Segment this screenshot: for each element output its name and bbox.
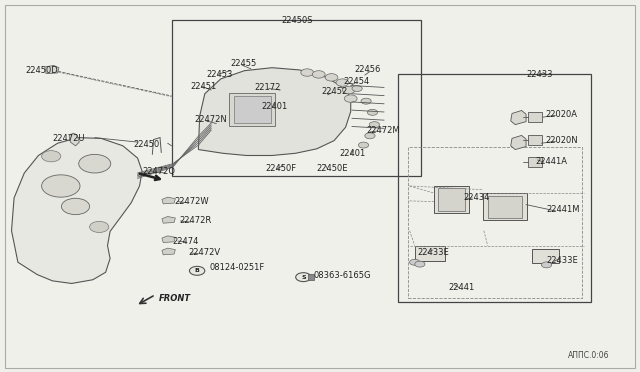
Circle shape [42, 175, 80, 197]
Bar [434, 186, 469, 213]
Bar [172, 20, 421, 176]
Text: 22434: 22434 [463, 193, 490, 202]
Text: 22433E: 22433E [417, 248, 449, 257]
Text: 22456: 22456 [354, 65, 380, 74]
Circle shape [344, 95, 357, 102]
Circle shape [325, 74, 338, 81]
Text: 22472N: 22472N [195, 115, 227, 124]
Bar [483, 193, 527, 220]
Polygon shape [162, 248, 175, 255]
Text: 22433: 22433 [526, 70, 552, 79]
Circle shape [90, 221, 109, 232]
Circle shape [42, 151, 61, 162]
Text: 22472M: 22472M [366, 126, 400, 135]
Circle shape [301, 69, 314, 76]
Circle shape [358, 142, 369, 148]
Text: 22472R: 22472R [179, 217, 211, 225]
Text: 22450F: 22450F [265, 164, 296, 173]
Text: 22472Q: 22472Q [142, 167, 175, 176]
Polygon shape [162, 217, 175, 223]
Text: 22433E: 22433E [547, 256, 579, 265]
Circle shape [61, 198, 90, 215]
Text: 22453: 22453 [206, 70, 232, 79]
Text: 22472W: 22472W [174, 197, 209, 206]
Text: 22472U: 22472U [52, 134, 85, 143]
Text: AΠΠC.0:06: AΠΠC.0:06 [568, 351, 609, 360]
Circle shape [410, 259, 420, 265]
Text: 22451: 22451 [190, 82, 216, 91]
Circle shape [369, 122, 380, 128]
Text: 22401: 22401 [339, 149, 365, 158]
Polygon shape [69, 133, 79, 146]
Text: 22441A: 22441A [535, 157, 567, 166]
Bar [398, 74, 591, 302]
Bar [528, 157, 542, 167]
Bar [528, 135, 542, 145]
Text: 22450: 22450 [133, 140, 159, 149]
Text: S: S [301, 275, 306, 280]
Polygon shape [511, 110, 526, 125]
Circle shape [361, 98, 371, 104]
Text: 22172: 22172 [255, 83, 281, 92]
Circle shape [342, 86, 355, 94]
Circle shape [415, 261, 425, 267]
Text: 08363-6165G: 08363-6165G [314, 271, 371, 280]
Bar [234, 96, 271, 123]
Circle shape [189, 266, 205, 275]
Text: 22450E: 22450E [316, 164, 348, 173]
Text: 22474: 22474 [173, 237, 199, 246]
Text: FRONT: FRONT [159, 294, 191, 303]
Text: 22401: 22401 [261, 102, 287, 111]
Bar [415, 246, 445, 261]
Bar [488, 196, 522, 218]
Circle shape [79, 154, 111, 173]
Bar [308, 274, 314, 280]
Text: 22441: 22441 [448, 283, 474, 292]
Text: 22020N: 22020N [545, 136, 578, 145]
Polygon shape [162, 197, 175, 204]
Text: 22450D: 22450D [26, 66, 58, 75]
Polygon shape [45, 65, 59, 74]
Circle shape [365, 133, 375, 139]
Bar [229, 93, 275, 126]
Bar [438, 188, 465, 211]
Text: B: B [195, 268, 200, 273]
Circle shape [367, 109, 378, 115]
Circle shape [352, 86, 362, 92]
Polygon shape [511, 135, 526, 150]
Circle shape [296, 273, 311, 282]
Polygon shape [162, 236, 175, 243]
Circle shape [312, 71, 325, 78]
Text: 22472V: 22472V [189, 248, 221, 257]
Text: 22450S: 22450S [282, 16, 313, 25]
Polygon shape [198, 68, 351, 155]
Text: 22020A: 22020A [545, 110, 577, 119]
Circle shape [541, 262, 552, 268]
Bar [528, 112, 542, 122]
Text: 22454: 22454 [343, 77, 369, 86]
Polygon shape [12, 138, 142, 283]
Circle shape [336, 79, 349, 86]
Text: 22441M: 22441M [547, 205, 580, 214]
Text: 22452: 22452 [321, 87, 348, 96]
Bar [532, 249, 559, 263]
Text: 08124-0251F: 08124-0251F [210, 263, 265, 272]
Text: 22455: 22455 [230, 60, 257, 68]
Bar [408, 147, 582, 298]
